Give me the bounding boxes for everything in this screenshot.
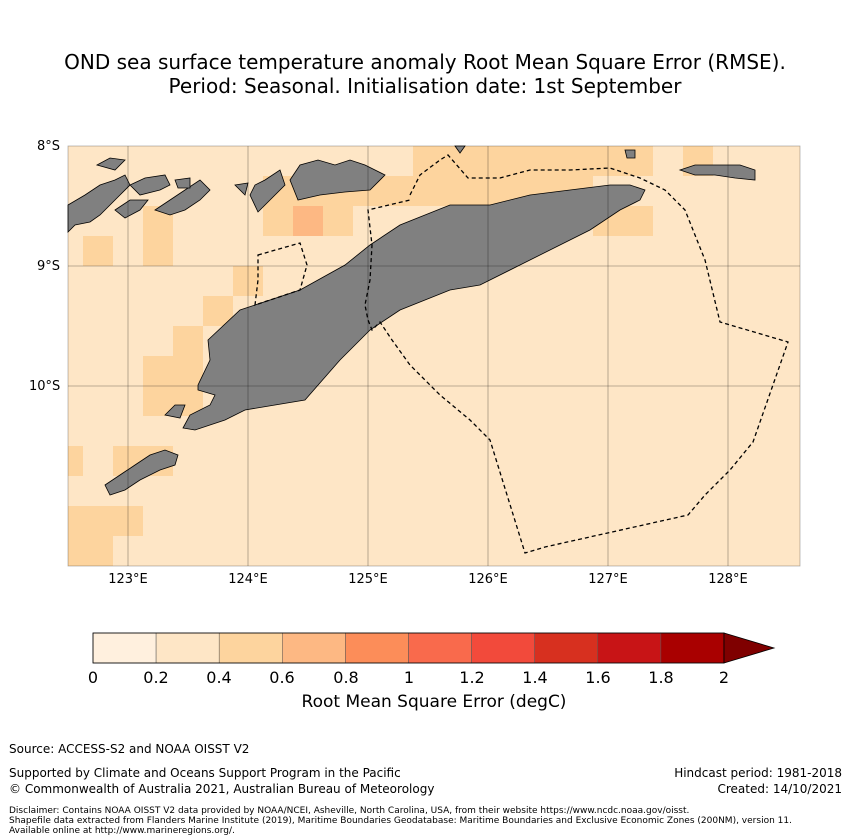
cb-tick-0-6: 0.6 xyxy=(269,668,295,687)
cb-tick-2: 2 xyxy=(718,668,730,687)
cb-tick-0: 0 xyxy=(87,668,99,687)
colorbar xyxy=(92,632,776,664)
colorbar-swatches xyxy=(92,632,725,664)
disclaimer-line-2: Shapefile data extracted from Flanders M… xyxy=(9,816,792,826)
rmse-cell-0-6 xyxy=(293,206,323,236)
wetar-east-island xyxy=(678,164,756,181)
semau-island xyxy=(164,404,186,419)
cb-tick-0-4: 0.4 xyxy=(206,668,232,687)
lon-label-126e: 126°E xyxy=(468,572,508,587)
colorbar-swatch-1 xyxy=(155,632,220,664)
lat-label-9s: 9°S xyxy=(37,259,61,274)
lembata-island xyxy=(154,179,211,216)
disclaimer-line-3: Available online at http://www.marinereg… xyxy=(9,826,235,836)
colorbar-swatch-7 xyxy=(534,632,599,664)
colorbar-extend-arrow xyxy=(723,632,776,664)
colorbar-swatch-3 xyxy=(282,632,346,664)
flores-island xyxy=(67,174,131,233)
lat-label-8s: 8°S xyxy=(37,139,61,154)
eez-boundary xyxy=(254,154,789,554)
lat-label-10s: 10°S xyxy=(29,379,61,394)
disclaimer: Disclaimer: Contains NOAA OISST V2 data … xyxy=(9,806,839,836)
chart-title: OND sea surface temperature anomaly Root… xyxy=(0,50,850,98)
hindcast-text: Hindcast period: 1981-2018 xyxy=(674,766,842,780)
atauro-island xyxy=(454,145,466,154)
gridlines xyxy=(68,146,800,566)
title-line-2: Period: Seasonal. Initialisation date: 1… xyxy=(168,74,682,98)
cb-tick-1-4: 1.4 xyxy=(522,668,548,687)
title-line-1: OND sea surface temperature anomaly Root… xyxy=(64,50,786,74)
disclaimer-line-1: Disclaimer: Contains NOAA OISST V2 data … xyxy=(9,806,690,816)
cb-tick-1-2: 1.2 xyxy=(459,668,485,687)
support-text: Supported by Climate and Oceans Support … xyxy=(9,766,401,780)
cb-tick-1-8: 1.8 xyxy=(648,668,674,687)
lon-label-127e: 127°E xyxy=(588,572,628,587)
solor-island xyxy=(114,199,149,219)
colorbar-swatch-9 xyxy=(660,632,725,664)
colorbar-swatch-0 xyxy=(92,632,157,664)
map-frame xyxy=(67,145,801,567)
colorbar-swatch-4 xyxy=(345,632,409,664)
created-text: Created: 14/10/2021 xyxy=(717,782,842,796)
colorbar-label: Root Mean Square Error (degC) xyxy=(301,692,567,712)
colorbar-swatch-6 xyxy=(471,632,535,664)
timor-island xyxy=(182,184,646,431)
pantar-island xyxy=(249,169,286,213)
alor-island xyxy=(289,159,386,201)
cb-tick-1-6: 1.6 xyxy=(585,668,611,687)
rmse-cells-0-4 xyxy=(68,146,713,566)
land-masses xyxy=(67,145,756,496)
kisar-island xyxy=(624,149,636,159)
lon-label-123e: 123°E xyxy=(108,572,148,587)
colorbar-swatch-2 xyxy=(218,632,283,664)
cb-tick-0-2: 0.2 xyxy=(143,668,169,687)
small-island-3 xyxy=(234,182,249,196)
source-text: Source: ACCESS-S2 and NOAA OISST V2 xyxy=(9,742,250,756)
lon-label-125e: 125°E xyxy=(348,572,388,587)
lon-label-124e: 124°E xyxy=(228,572,268,587)
cb-tick-0-8: 0.8 xyxy=(333,668,359,687)
adonara-island xyxy=(129,174,171,196)
colorbar-swatch-5 xyxy=(408,632,472,664)
small-island-2 xyxy=(174,177,191,189)
lon-label-128e: 128°E xyxy=(708,572,748,587)
small-island-1 xyxy=(95,157,126,171)
cb-tick-1: 1 xyxy=(403,668,415,687)
map-panel xyxy=(67,145,801,567)
rote-island xyxy=(104,449,179,496)
copyright-text: © Commonwealth of Australia 2021, Austra… xyxy=(9,782,435,796)
colorbar-swatch-8 xyxy=(597,632,662,664)
